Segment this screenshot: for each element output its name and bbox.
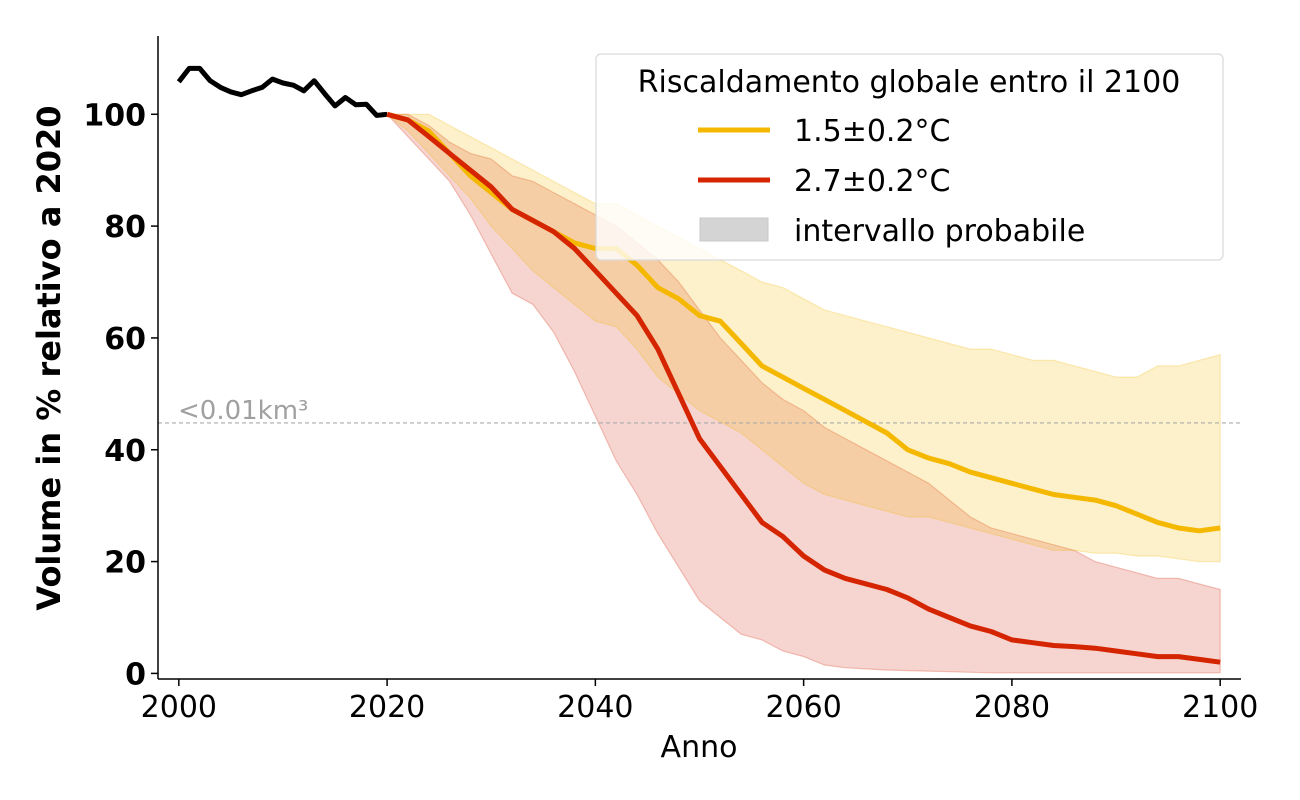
x-tick-label: 2080 (974, 690, 1050, 725)
x-tick-label: 2100 (1182, 690, 1258, 725)
legend-entry-low: 1.5±0.2°C (794, 114, 951, 149)
threshold-label: <0.01km³ (178, 396, 308, 426)
historical-line (176, 65, 388, 118)
threshold-line-group: <0.01km³ (158, 396, 1241, 426)
x-tick-label: 2020 (349, 690, 425, 725)
y-tick-label: 80 (104, 210, 146, 245)
y-tick-label: 0 (125, 657, 146, 692)
legend-frame (595, 53, 1224, 261)
legend: Riscaldamento globale entro il 2100 1.5±… (595, 53, 1224, 261)
y-tick-label: 100 (83, 98, 146, 133)
y-tick-label: 40 (104, 434, 146, 469)
x-tick-label: 2040 (557, 690, 633, 725)
x-axis-title: Anno (661, 730, 738, 765)
y-axis-title: Volume in % relativo a 2020 (30, 105, 68, 610)
legend-title: Riscaldamento globale entro il 2100 (638, 65, 1181, 100)
y-tick-label: 60 (104, 322, 146, 357)
range-band-2.7 (385, 113, 1221, 674)
series-line-2.7 (386, 111, 1221, 665)
x-tick-label: 2000 (141, 690, 217, 725)
y-tick-label: 20 (104, 546, 146, 581)
x-tick-label: 2060 (765, 690, 841, 725)
legend-entry-range: intervallo probabile (794, 214, 1085, 249)
legend-swatch-range (699, 217, 769, 242)
legend-entry-high: 2.7±0.2°C (794, 164, 951, 199)
series-lines (176, 65, 1221, 665)
